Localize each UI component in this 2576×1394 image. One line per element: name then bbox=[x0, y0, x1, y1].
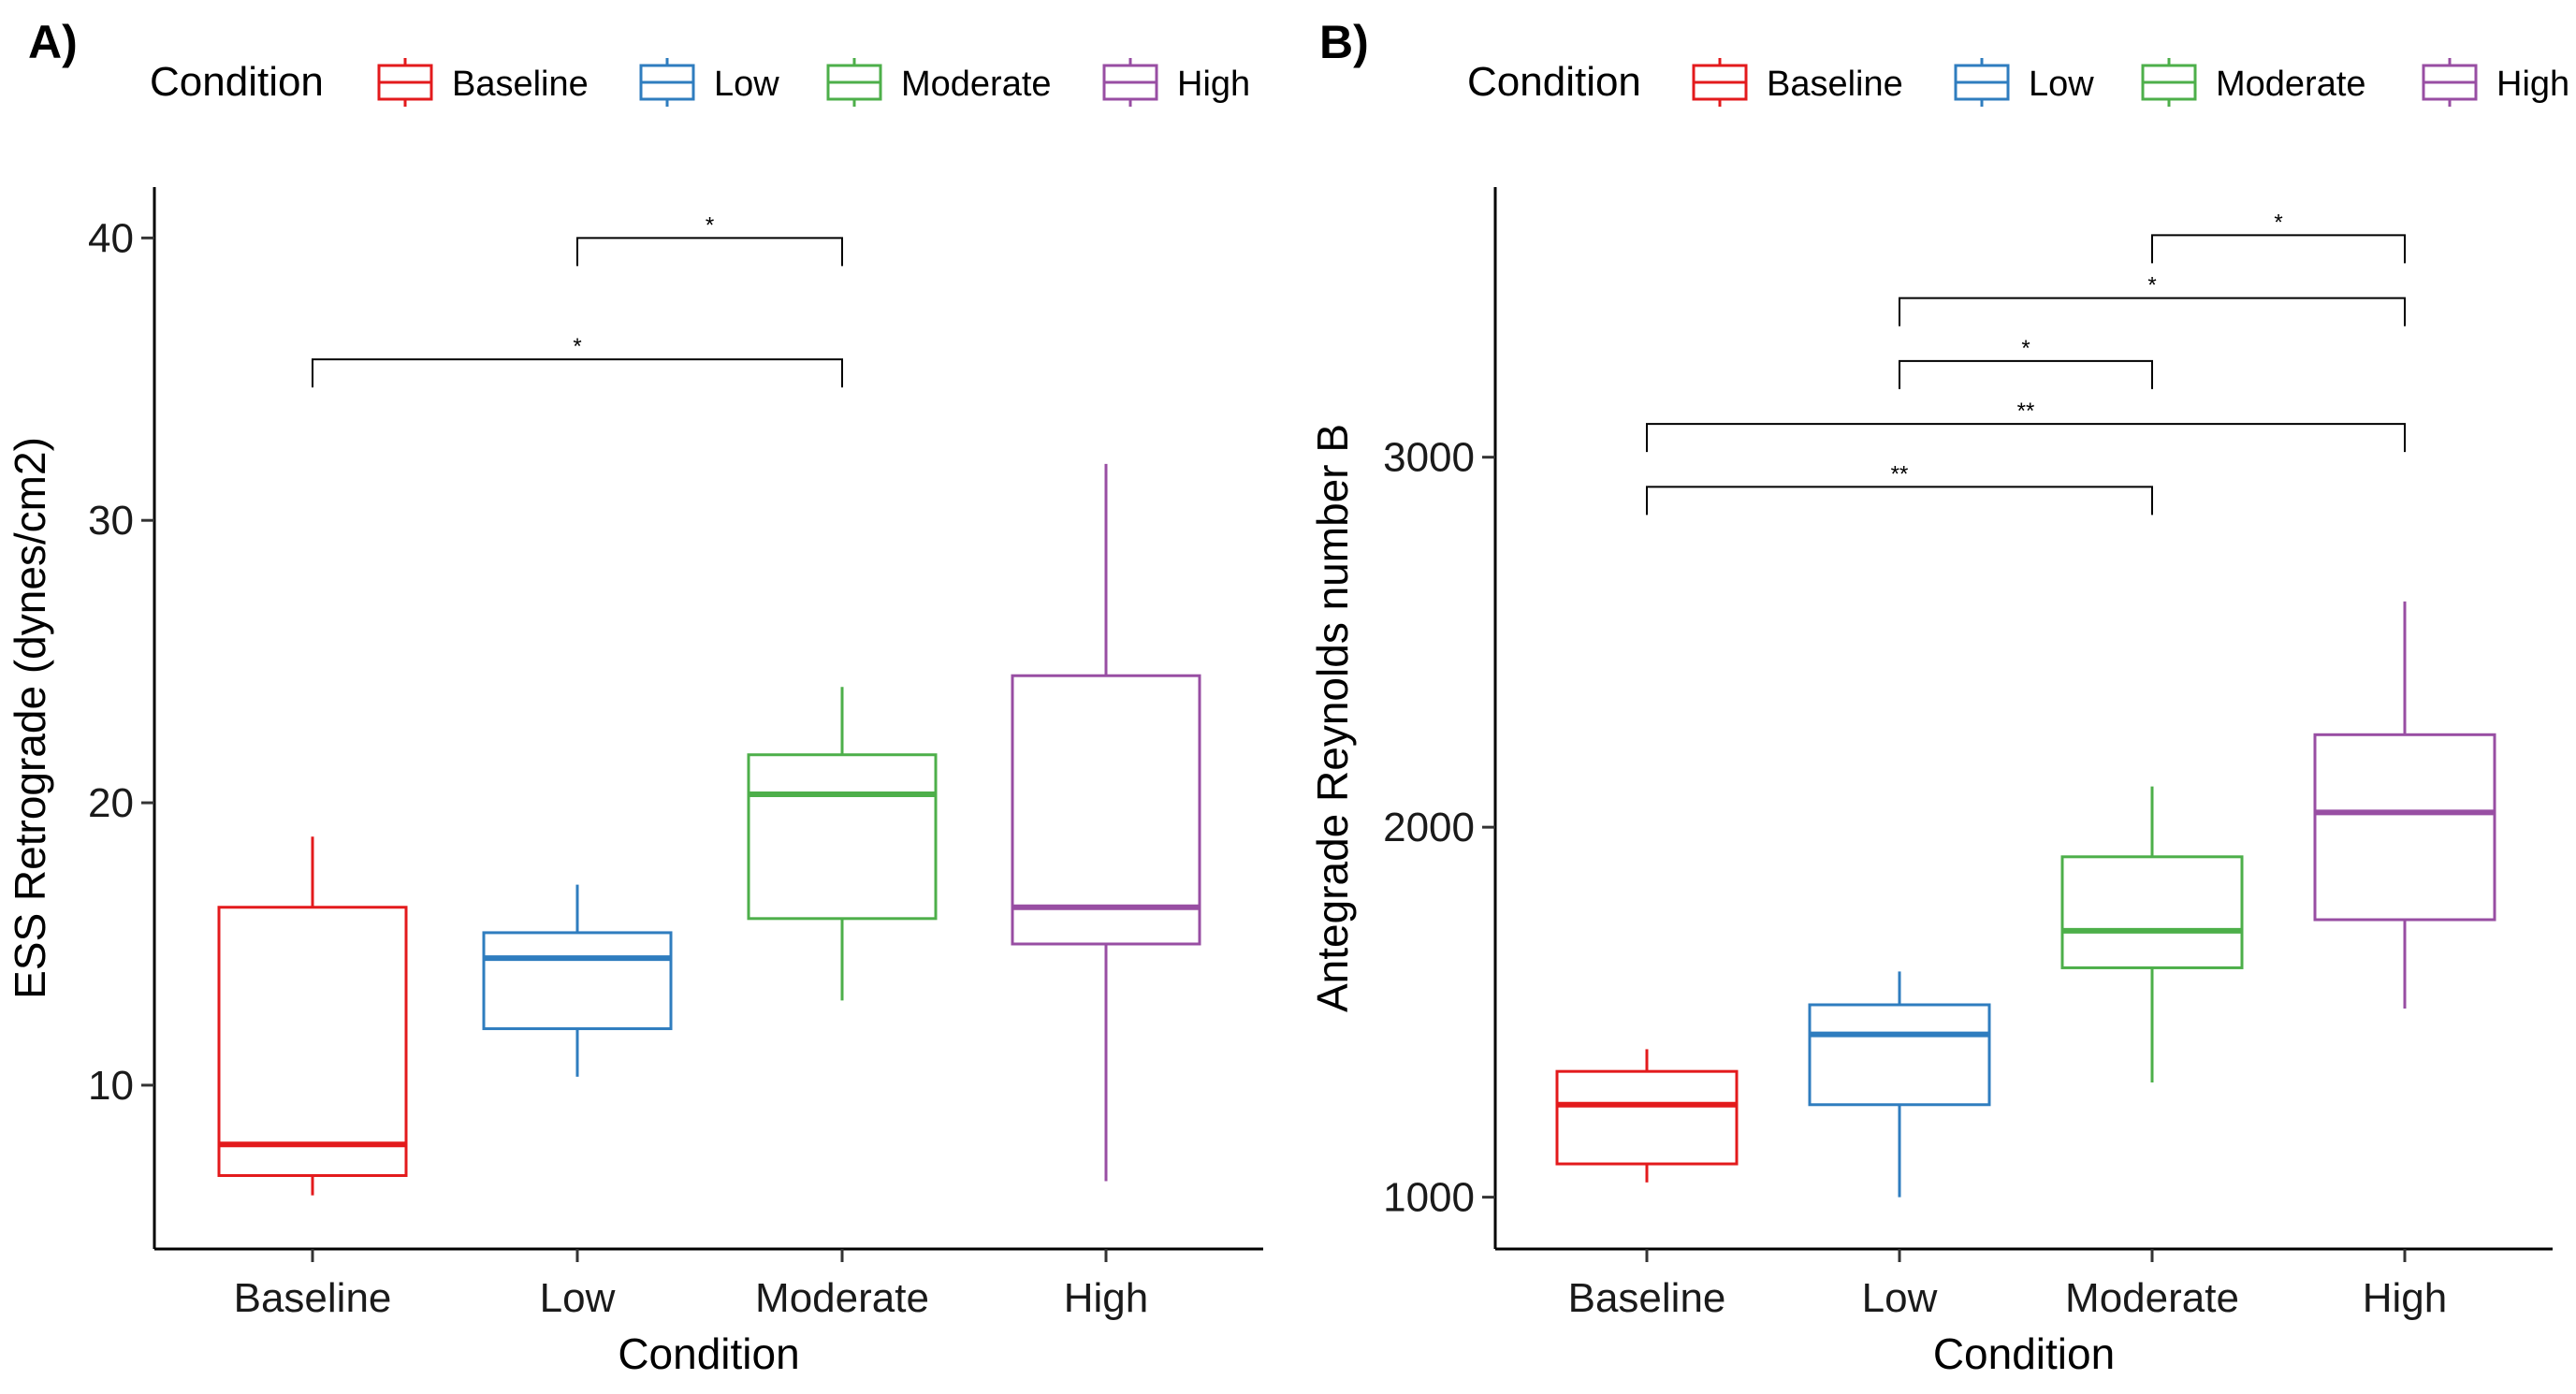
significance-label: * bbox=[2021, 336, 2030, 361]
y-axis-title: ESS Retrograde (dynes/cm2) bbox=[6, 437, 54, 999]
panel-label: B) bbox=[1319, 16, 1369, 68]
significance-label: * bbox=[2274, 210, 2282, 235]
significance-bracket: * bbox=[1899, 336, 2153, 389]
significance-bracket: ** bbox=[1646, 461, 2153, 515]
box-iqr bbox=[217, 906, 408, 1178]
significance-label: ** bbox=[2017, 399, 2035, 424]
y-tick-label: 10 bbox=[88, 1063, 134, 1109]
x-tick-label: High bbox=[2363, 1275, 2448, 1321]
legend-label: High bbox=[1177, 65, 1250, 104]
x-tick-label: Baseline bbox=[1568, 1275, 1726, 1321]
y-tick-label: 1000 bbox=[1383, 1175, 1475, 1221]
box-iqr bbox=[1555, 1069, 1739, 1166]
legend-item: Moderate bbox=[826, 58, 1052, 107]
y-tick-label: 30 bbox=[88, 498, 134, 544]
legend-title: Condition bbox=[1467, 59, 1641, 105]
legend-item: Baseline bbox=[1692, 58, 1903, 107]
significance-bracket: ** bbox=[1646, 399, 2406, 453]
box-low bbox=[482, 884, 673, 1077]
legend-label: Baseline bbox=[1767, 65, 1903, 104]
significance-bracket: * bbox=[576, 212, 843, 267]
box-baseline bbox=[1555, 1049, 1739, 1183]
bracket-line bbox=[1646, 423, 2406, 453]
x-tick-label: Moderate bbox=[2065, 1275, 2239, 1321]
legend-item: Baseline bbox=[377, 58, 589, 107]
box-iqr bbox=[747, 753, 938, 921]
x-tick-label: Low bbox=[1862, 1275, 1938, 1321]
bracket-line bbox=[1899, 297, 2406, 327]
box-low bbox=[1808, 971, 1991, 1198]
y-tick-label: 20 bbox=[88, 780, 134, 826]
bracket-line bbox=[312, 358, 843, 388]
significance-label: * bbox=[573, 334, 581, 359]
box-moderate bbox=[2060, 786, 2244, 1083]
y-axis-title: Antegrade Reynolds number B bbox=[1308, 424, 1357, 1012]
box-moderate bbox=[747, 687, 938, 1001]
box-iqr bbox=[2060, 855, 2244, 969]
box-iqr bbox=[482, 931, 673, 1031]
x-tick-label: Low bbox=[540, 1275, 616, 1321]
y-tick-label: 40 bbox=[88, 215, 134, 261]
box-high bbox=[1011, 463, 1201, 1182]
x-axis-title: Condition bbox=[1933, 1329, 2115, 1378]
bracket-line bbox=[576, 237, 843, 267]
box-iqr bbox=[1808, 1003, 1991, 1107]
legend-item: Low bbox=[639, 58, 779, 107]
significance-label: ** bbox=[1891, 461, 1909, 486]
legend-label: High bbox=[2496, 65, 2569, 104]
legend: Condition Baseline Low Moderate High bbox=[150, 58, 1250, 107]
legend-label: Moderate bbox=[2216, 65, 2366, 104]
legend-item: High bbox=[2422, 58, 2569, 107]
legend-label: Low bbox=[2029, 65, 2094, 104]
bracket-line bbox=[2151, 234, 2406, 264]
x-axis-title: Condition bbox=[618, 1329, 799, 1378]
box-high bbox=[2313, 601, 2496, 1009]
significance-bracket: * bbox=[2151, 210, 2406, 264]
box-baseline bbox=[217, 836, 408, 1196]
legend-label: Low bbox=[714, 65, 779, 104]
legend-item: High bbox=[1102, 58, 1250, 107]
y-tick-label: 3000 bbox=[1383, 435, 1475, 481]
legend-item: Moderate bbox=[2141, 58, 2366, 107]
legend-item: Low bbox=[1954, 58, 2094, 107]
legend: Condition Baseline Low Moderate High bbox=[1467, 58, 2569, 107]
legend-label: Moderate bbox=[901, 65, 1052, 104]
bracket-line bbox=[1899, 359, 2153, 389]
significance-label: * bbox=[2147, 273, 2156, 298]
chart-panel-a: A) Condition Baseline Low Moderate High 10 20 30… bbox=[6, 16, 1263, 1378]
x-tick-label: Moderate bbox=[755, 1275, 929, 1321]
chart-panel-b: B) Condition Baseline Low Moderate High 1000 20… bbox=[1308, 16, 2569, 1378]
x-tick-label: Baseline bbox=[234, 1275, 392, 1321]
box-iqr bbox=[2313, 733, 2496, 922]
legend-label: Baseline bbox=[452, 65, 589, 104]
significance-label: * bbox=[706, 212, 714, 238]
legend-title: Condition bbox=[150, 59, 324, 105]
box-iqr bbox=[1011, 674, 1201, 946]
panel-label: A) bbox=[28, 16, 78, 68]
bracket-line bbox=[1646, 486, 2153, 515]
significance-bracket: * bbox=[1899, 273, 2406, 327]
x-tick-label: High bbox=[1064, 1275, 1149, 1321]
y-tick-label: 2000 bbox=[1383, 805, 1475, 850]
significance-bracket: * bbox=[312, 334, 843, 388]
